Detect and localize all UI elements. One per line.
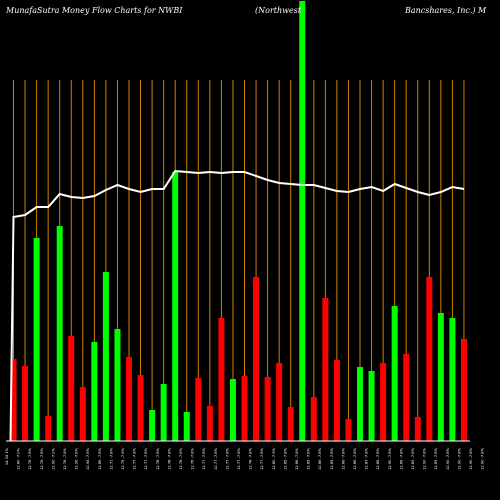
x-tick-label: 12.89 -7.8%	[307, 447, 311, 469]
bar-14	[160, 384, 167, 441]
x-tick-label: 12.77 -7.8%	[133, 447, 137, 469]
bar-20	[229, 379, 236, 441]
x-tick-label: 12.86 -7.8%	[341, 447, 345, 469]
bar-21	[241, 376, 248, 441]
x-tick-label: 12.80 -7.0%	[17, 447, 21, 469]
bar-series	[10, 1, 467, 441]
x-tick-label: 12.89 -7.8%	[411, 447, 415, 469]
x-tick-label: 12.90 -7.8%	[388, 447, 392, 469]
x-tick-label: 12.75 -7.6%	[121, 447, 125, 469]
bar-39	[449, 318, 456, 441]
title-part-3: Bancshares, Inc.) M	[404, 6, 487, 15]
bar-15	[172, 172, 179, 441]
x-tick-label: 12.86 -7.8%	[295, 447, 299, 469]
bar-36	[414, 417, 421, 441]
x-tick-label: 14.34 1%	[5, 447, 9, 465]
x-tick-label: 12.94 -7.6%	[86, 447, 90, 469]
bar-12	[137, 375, 144, 441]
bar-22	[253, 277, 260, 441]
bar-18	[206, 406, 213, 441]
x-tick-label: 12.76 -7.8%	[191, 447, 195, 469]
x-tick-label: 12.86 -7.8%	[399, 447, 403, 469]
x-tick-label: 12.77 -7.8%	[214, 447, 218, 469]
bar-17	[195, 378, 202, 441]
x-tick-label: 12.86 -7.8%	[98, 447, 102, 469]
x-tick-label: 12.90 -7.8%	[423, 447, 427, 469]
bar-33	[380, 363, 387, 441]
bar-9	[102, 272, 109, 441]
x-tick-label: 12.87 -7.8%	[365, 447, 369, 469]
x-tick-label: 12.89 -7.8%	[434, 447, 438, 469]
bar-30	[345, 419, 352, 441]
bar-27	[310, 397, 317, 441]
x-tick-label: 12.78 -7.8%	[249, 447, 253, 469]
bar-5	[56, 226, 63, 441]
bar-7	[79, 387, 86, 441]
x-tick-label: 12.78 -7.8%	[179, 447, 183, 469]
x-tick-label: 12.77 -7.8%	[260, 447, 264, 469]
bar-3	[33, 238, 40, 441]
bar-40	[460, 339, 467, 441]
chart-title: MunafaSutra Money Flow Charts for NWBI (…	[5, 6, 487, 15]
bar-38	[437, 313, 444, 441]
bar-25	[287, 407, 294, 441]
money-flow-line	[9, 169, 465, 442]
bar-34	[391, 306, 398, 441]
bar-37	[426, 277, 433, 441]
x-tick-label: 12.80 -7.9%	[272, 447, 276, 469]
bar-29	[333, 360, 340, 441]
x-tick-label: 12.86 -7.8%	[376, 447, 380, 469]
bar-19	[218, 318, 225, 441]
x-tick-label: 12.85 -7.8%	[283, 447, 287, 469]
x-tick-label: 12.90 -7.0%	[51, 447, 55, 469]
x-tick-label: 12.78 -7.8%	[167, 447, 171, 469]
x-tick-label: 12.71 -7.8%	[109, 447, 113, 469]
bar-13	[149, 410, 156, 441]
x-tick-label: 12.86 -7.8%	[318, 447, 322, 469]
x-tick-label: 12.76 -7.8%	[63, 447, 67, 469]
x-tick-label: 12.77 -7.8%	[237, 447, 241, 469]
x-tick-label: 12.77 -7.8%	[202, 447, 206, 469]
bar-31	[357, 367, 363, 441]
bar-23	[264, 377, 271, 441]
bar-32	[368, 371, 375, 441]
x-tick-label: 12.76 -7.8%	[28, 447, 32, 469]
bar-8	[91, 342, 98, 441]
bar-11	[126, 357, 132, 441]
bar-35	[403, 354, 410, 441]
x-tick-label: 12.90 -7.8%	[469, 447, 473, 469]
x-tick-label: 12.85 -7.8%	[330, 447, 334, 469]
x-tick-labels: 14.34 1% 12.80 -7.0% 12.76 -7.8% 12.76 -7.8…	[5, 447, 485, 469]
bar-24	[276, 363, 283, 441]
bar-10	[114, 329, 121, 441]
bar-16	[183, 412, 190, 441]
x-tick-label: 12.76 -7.8%	[40, 447, 44, 469]
bar-4	[45, 416, 52, 441]
x-tick-label: 12.90 -7.8%	[457, 447, 461, 469]
x-tick-label: 12.86 -7.8%	[353, 447, 357, 469]
x-tick-label: 12.90 -7.8%	[446, 447, 450, 469]
x-tick-label: 12.96 -7.8%	[75, 447, 79, 469]
bar-26	[299, 1, 306, 441]
title-part-2: (Northwest	[255, 6, 302, 15]
bar-1	[10, 359, 17, 441]
x-tick-label: 12.78 -7.8%	[156, 447, 160, 469]
bar-28	[322, 298, 329, 441]
x-tick-label: 12.90 -7.8%	[481, 447, 485, 469]
x-tick-label: 12.77 -7.8%	[225, 447, 229, 469]
bar-6	[68, 336, 75, 441]
bar-2	[22, 366, 29, 441]
x-tick-label: 12.77 -7.8%	[144, 447, 148, 469]
title-part-1: MunafaSutra Money Flow Charts for NWBI	[5, 6, 183, 15]
